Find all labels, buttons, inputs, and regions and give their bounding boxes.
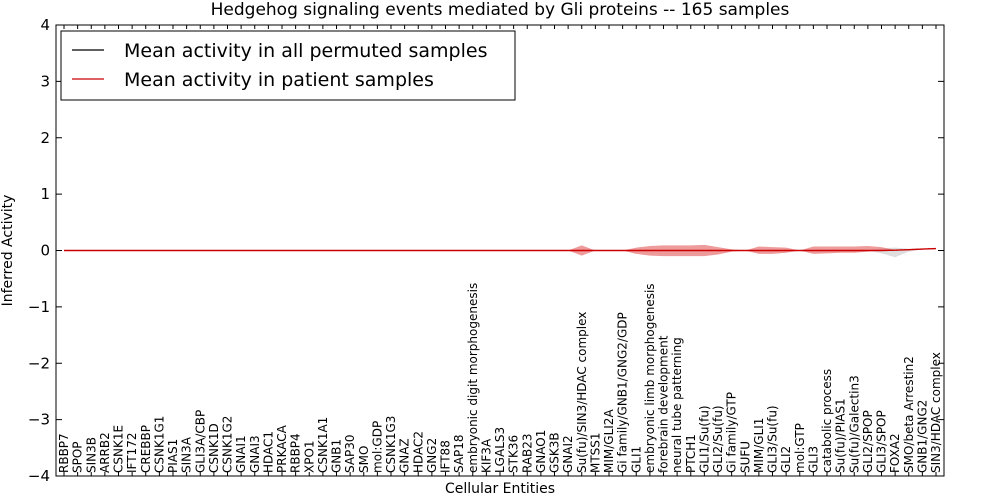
x-category-label: MIM/GLI1 xyxy=(752,418,766,473)
y-axis-ticks: −4 −3 −2 −1 0 1 2 3 4 xyxy=(28,16,944,485)
x-category-label: Su(fu)/Galectin3 xyxy=(847,375,861,473)
x-category-label: mol:GDP xyxy=(370,421,384,473)
x-category-label: ARRB2 xyxy=(98,432,112,473)
x-category-label: GLI2 xyxy=(779,446,793,473)
x-category-label: forebrain development xyxy=(657,335,671,473)
x-category-label: SAP18 xyxy=(452,434,466,473)
x-category-label: MTSS1 xyxy=(588,432,602,473)
x-category-label: CSNK1E xyxy=(112,425,126,473)
legend-label: Mean activity in all permuted samples xyxy=(124,40,487,62)
x-category-label: GNAO1 xyxy=(534,430,548,473)
x-category-label: IFT172 xyxy=(125,433,139,473)
x-category-label: PRKACA xyxy=(275,424,289,473)
x-category-label: GLI3/Su(fu) xyxy=(766,405,780,473)
x-category-label: mol:GTP xyxy=(793,423,807,473)
x-category-label: CREBBP xyxy=(139,425,153,473)
legend: Mean activity in all permuted samples Mea… xyxy=(60,30,516,101)
x-category-label: GNAI2 xyxy=(561,435,575,473)
x-category-label: KIF3A xyxy=(479,438,493,473)
x-category-label: GLI2/SPOP xyxy=(861,410,875,473)
x-category-label: SIN3/HDAC complex xyxy=(929,352,943,473)
x-category-label: GNAI1 xyxy=(234,435,248,473)
y-tick-label: −4 xyxy=(28,467,50,485)
x-category-label: XPO1 xyxy=(302,440,316,473)
x-category-label: Su(fu)/SIN3/HDAC complex xyxy=(575,312,589,473)
legend-label: Mean activity in patient samples xyxy=(124,69,434,91)
patient-band xyxy=(64,244,936,257)
x-category-label: GLI1 xyxy=(629,446,643,473)
y-tick-label: 3 xyxy=(40,72,50,90)
y-axis-title: Inferred Activity xyxy=(0,195,16,307)
x-category-label: Su(fu)/PIAS1 xyxy=(834,398,848,473)
x-category-label: STK36 xyxy=(507,435,521,473)
x-category-label: FOXA2 xyxy=(888,433,902,473)
x-axis-title: Cellular Entities xyxy=(445,481,555,497)
x-category-label: GNAI3 xyxy=(248,435,262,473)
x-category-label: CSNK1G3 xyxy=(384,416,398,473)
x-category-label: GLI3A/CBP xyxy=(193,410,207,473)
x-category-label: PIAS1 xyxy=(166,439,180,473)
confidence-bands xyxy=(64,244,936,258)
x-category-label: SAP30 xyxy=(343,434,357,473)
legend-box xyxy=(60,30,516,101)
x-category-label: SPOP xyxy=(71,441,85,473)
x-category-label: catabolic process xyxy=(820,369,834,473)
x-category-label: embryonic digit morphogenesis xyxy=(466,283,480,473)
x-category-label: CSNK1A1 xyxy=(316,417,330,473)
x-category-label: PTCH1 xyxy=(684,434,698,473)
x-category-label: GNAZ xyxy=(398,438,412,473)
x-category-label: neural tube patterning xyxy=(670,337,684,473)
x-category-label: embryonic limb morphogenesis xyxy=(643,283,657,473)
x-category-label: GSK3B xyxy=(548,432,562,473)
y-tick-label: 1 xyxy=(40,185,50,203)
series-lines xyxy=(64,247,937,252)
x-category-label: GLI1/Su(fu) xyxy=(697,405,711,473)
y-tick-label: 4 xyxy=(40,16,50,34)
x-category-label: RBBP7 xyxy=(57,433,71,473)
x-category-label: SMO xyxy=(357,446,371,473)
x-category-label: GLI3/SPOP xyxy=(875,410,889,473)
x-category-label: GLI2/Su(fu) xyxy=(711,405,725,473)
x-category-label: SMO/beta Arrestin2 xyxy=(902,356,916,473)
x-axis-category-labels: RBBP7 SPOP SIN3B ARRB2 CSNK1E IFT172 CREBBP CSN… xyxy=(57,25,943,476)
y-tick-label: 2 xyxy=(40,129,50,147)
x-category-label: CSNK1G1 xyxy=(152,416,166,473)
x-category-label: GNB1 xyxy=(330,439,344,473)
x-category-label: IFT88 xyxy=(439,440,453,473)
x-category-label: HDAC2 xyxy=(411,431,425,473)
x-category-label: SUFU xyxy=(738,441,752,473)
y-tick-label: −1 xyxy=(28,298,50,316)
x-category-label: SIN3B xyxy=(84,437,98,473)
x-category-label: GLI3 xyxy=(806,446,820,473)
x-category-label: RBBP4 xyxy=(289,433,303,473)
x-category-label: SIN3A xyxy=(180,436,194,473)
x-category-label: GNG2 xyxy=(425,438,439,473)
chart-title: Hedgehog signaling events mediated by Gl… xyxy=(211,0,790,20)
y-tick-label: −3 xyxy=(28,411,50,429)
x-category-label: CSNK1D xyxy=(207,423,221,473)
x-category-label: CSNK1G2 xyxy=(221,416,235,473)
x-category-label: Gi family/GTP xyxy=(725,392,739,473)
x-category-label: RAB23 xyxy=(520,433,534,473)
x-category-label: HDAC1 xyxy=(261,431,275,473)
x-category-label: Gi family/GNB1/GNG2/GDP xyxy=(616,312,630,473)
patient-mean-line xyxy=(64,247,937,252)
y-tick-label: 0 xyxy=(40,242,50,260)
x-category-label: GNB1/GNG2 xyxy=(915,400,929,473)
y-tick-label: −2 xyxy=(28,354,50,372)
x-category-label: MIM/GLI2A xyxy=(602,409,616,473)
x-category-label: LGALS3 xyxy=(493,427,507,473)
